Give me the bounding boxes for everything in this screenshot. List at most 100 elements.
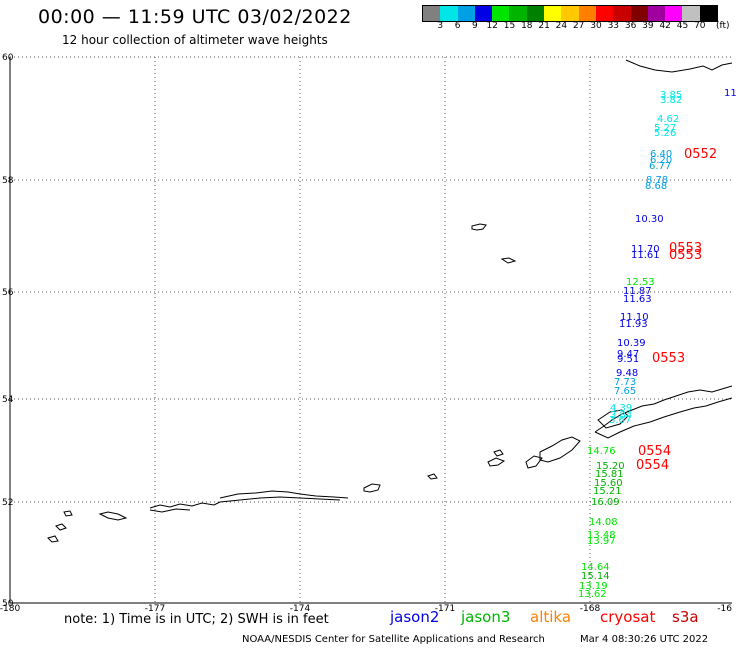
coastline-top [625,59,733,73]
color-swatch [457,6,475,21]
wave-height-value: 13.62 [578,589,607,600]
legend-altika: altika [530,608,572,626]
color-scale-label: 24 [555,21,568,31]
latitude-labels: 60 58 56 54 52 50 [2,53,14,609]
wave-height-value: 15.14 [581,571,610,582]
legend-jason2: jason2 [390,608,440,626]
pass-time-label: 0554 [636,458,669,473]
color-scale-label: 12 [486,21,498,31]
wave-height-value: 15.21 [593,486,622,497]
pass-time-label: 0553 [669,248,702,263]
color-scale-label: 27 [572,21,585,31]
island-4mtn-1 [487,457,506,467]
wave-height-value: 9.51 [617,354,639,365]
wave-height-value: 16.09 [591,497,620,508]
color-scale-label: 70 [694,21,706,31]
pass-time-label: 0553 [669,241,702,256]
alaska-peninsula [594,385,733,439]
color-swatch [509,6,527,21]
legend-cryosat: cryosat [600,608,656,626]
wave-height-value: 7.65 [614,386,636,397]
island-small-1 [427,473,438,480]
color-scale-labels: 3 6 9 12 15 18 21 24 27 30 33 36 39 42 45 70 [422,21,740,33]
wave-height-value: 4.62 [657,114,679,125]
wave-height-value: 11.93 [619,319,648,330]
color-swatch [474,6,493,21]
color-swatch [630,6,648,21]
color-scale-bar [422,5,719,22]
footnote: note: 1) Time is in UTC; 2) SWH is in fe… [64,612,329,627]
unalaska-island [539,436,581,463]
wave-height-value: 4.39 [610,403,632,414]
map-title: 00:00 — 11:59 UTC 03/02/2022 [38,6,352,28]
near-island-1 [98,511,128,521]
wave-height-value: 13.97 [587,536,616,547]
wave-height-value: 3.85 [660,90,682,101]
longitude-label: -174 [290,604,311,614]
color-scale-label: 45 [676,21,689,31]
color-scale-label: 42 [659,21,671,31]
rat-islands [149,501,221,513]
wave-height-value: 8.78 [646,175,668,186]
wave-height-value: 3.82 [660,95,682,106]
wave-height-value: 6.77 [649,161,671,172]
longitude-label: -177 [145,604,165,614]
wave-height-value: 9.47 [617,349,639,360]
color-swatch [423,6,441,21]
longitude-label: -180 [0,604,20,614]
color-swatch [595,6,614,21]
color-swatch [647,6,666,21]
latitude-label: 56 [2,288,14,298]
wave-height-value: 15.81 [595,469,624,480]
color-swatch [613,6,631,21]
wave-height-value: 10.39 [617,338,646,349]
coastlines [47,59,733,543]
color-swatch [665,6,683,21]
color-swatch [492,6,510,21]
color-scale-label: 9 [472,21,478,31]
wave-height-value: 14.64 [581,562,610,573]
wave-height-value: 11.10 [620,312,649,323]
wave-height-value: 11.63 [623,294,652,305]
map-frame [9,57,732,604]
pass-time-label: 0553 [652,351,685,366]
color-scale-label: 33 [607,21,620,31]
color-swatch [578,6,596,21]
generation-date: Mar 4 08:30:26 UTC 2022 [580,634,709,645]
wave-height-value: 15.60 [594,478,623,489]
wave-height-value: 3.84 [610,410,632,421]
wave-height-value: 3.67 [609,415,631,426]
latitude-label: 60 [2,53,14,63]
wave-height-value: 11.70 [631,244,660,255]
color-swatch [699,6,718,21]
color-scale-label: 30 [590,21,602,31]
longitude-label: -168 [580,604,601,614]
color-scale-label: 6 [454,21,461,31]
credit-line: NOAA/NESDIS Center for Satellite Applica… [242,634,545,645]
legend-jason3: jason3 [461,608,511,626]
wave-height-value: 6.40 [650,149,672,160]
island-atka [363,483,381,493]
color-scale-label: 15 [503,21,516,31]
wave-height-value: 13.48 [587,530,616,541]
wave-height-value: 6.20 [650,155,672,166]
latitude-label: 58 [2,176,14,186]
island-pribilof-1 [471,223,487,231]
color-scale-unit: (ft) [716,21,730,31]
near-island-3 [55,523,67,531]
legend-s3a: s3a [672,608,699,626]
wave-height-value: 5.27 [654,123,676,134]
wave-height-value: 8.68 [645,181,667,192]
wave-height-value: 14.76 [587,446,616,457]
latitude-label: 54 [2,395,14,405]
near-island-2 [63,510,73,517]
latitude-label: 52 [2,498,13,508]
map-subtitle: 12 hour collection of altimeter wave hei… [62,33,328,47]
color-scale-label: 18 [521,21,533,31]
lat-lon-grid [10,56,732,603]
pass-time-label: 0552 [684,147,717,162]
latitude-label: 50 [2,599,14,609]
longitude-label: -171 [435,604,455,614]
color-swatch [561,6,579,21]
